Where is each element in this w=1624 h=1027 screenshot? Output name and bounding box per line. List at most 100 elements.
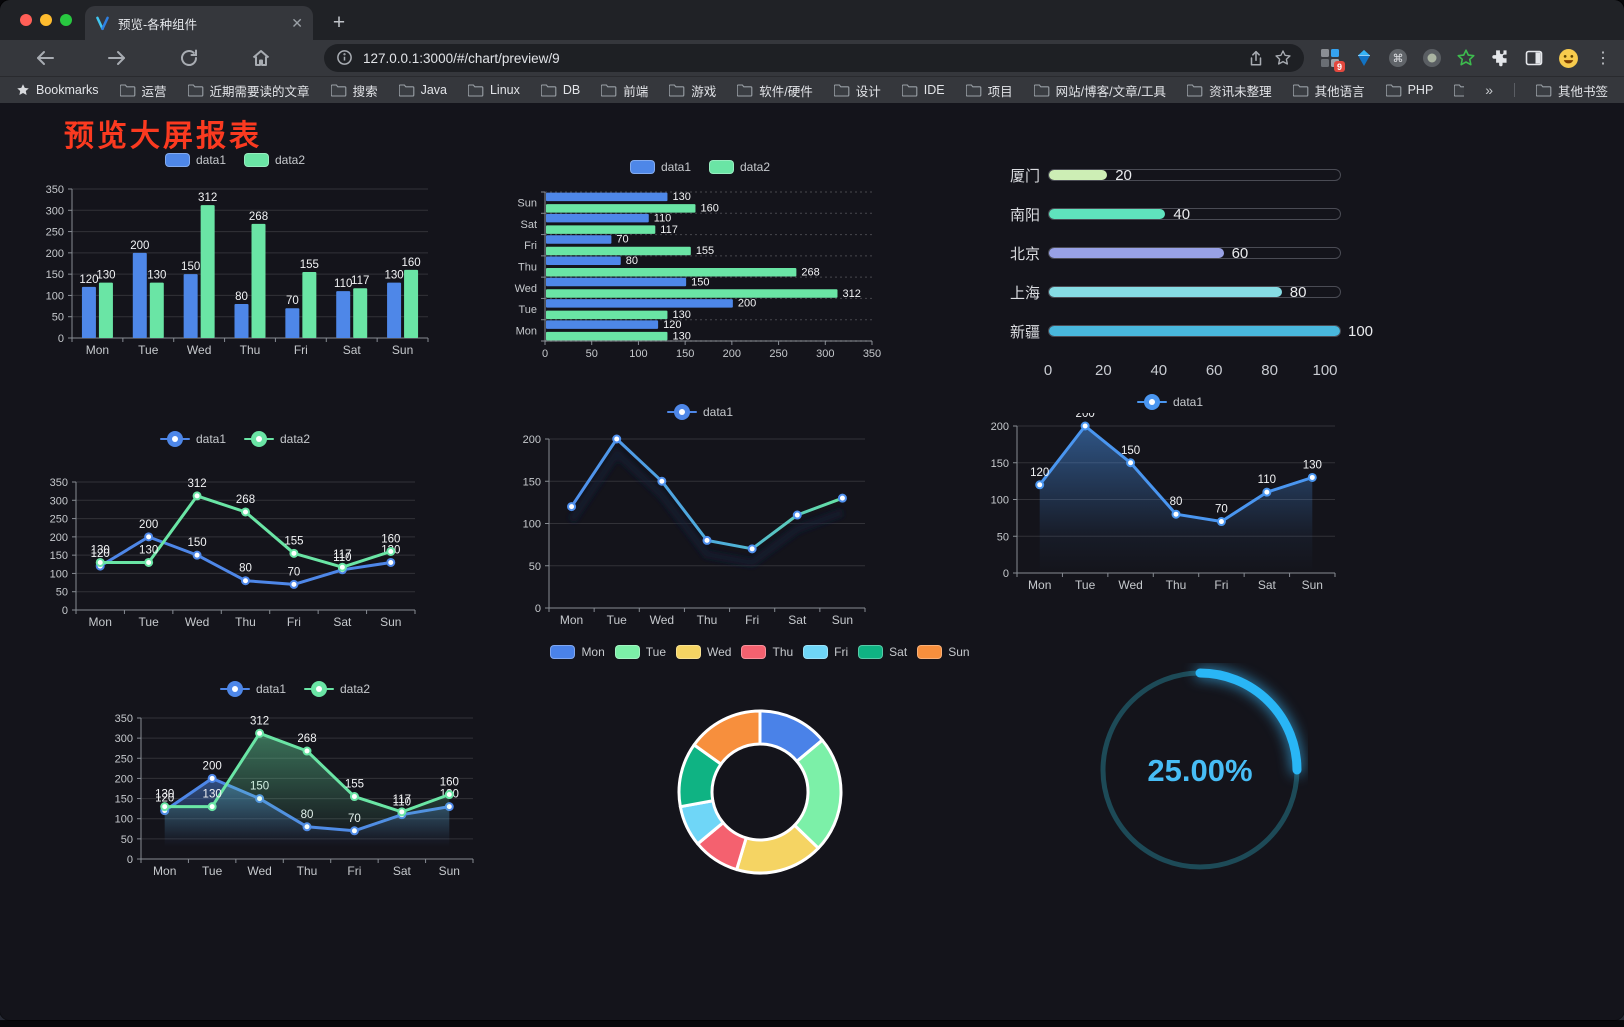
legend-item-data2[interactable]: data2 <box>244 153 305 167</box>
bookmarks-manager-item[interactable]: Bookmarks <box>16 83 99 97</box>
tampermonkey-extension-icon[interactable]: 9 <box>1320 48 1345 72</box>
legend-item-data1[interactable]: data1 <box>1136 394 1203 410</box>
bookmark-label: 前端 <box>623 84 649 99</box>
extensions-puzzle-icon[interactable] <box>1490 48 1510 68</box>
legend-item-Wed[interactable]: Wed <box>676 645 731 659</box>
bookmark-folder-item[interactable]: 网站/博客/文章/工具 <box>1033 81 1166 100</box>
bookmark-folder-item[interactable]: Linux <box>467 83 520 97</box>
legend-item-Mon[interactable]: Mon <box>550 645 605 659</box>
svg-text:110: 110 <box>334 278 352 290</box>
window-zoom-button[interactable] <box>60 14 72 26</box>
svg-text:160: 160 <box>440 777 459 789</box>
bar-grouped-canvas[interactable]: 0 50 100 150 200 250 300 350 Mon Tue Wed Thu Fri Sat S… <box>30 171 440 367</box>
progress-track[interactable]: 20 <box>1048 167 1341 184</box>
legend-item-Thu[interactable]: Thu <box>741 645 793 659</box>
chart-legend: Mon Tue Wed Thu Fri Sat Sun <box>550 641 970 663</box>
window-close-button[interactable] <box>20 14 32 26</box>
bookmark-folder-item[interactable]: 运营 <box>119 81 167 100</box>
bookmark-folder-item[interactable]: Java <box>398 83 447 97</box>
site-info-icon[interactable] <box>336 49 354 67</box>
gem-extension-icon[interactable] <box>1354 48 1374 68</box>
forward-icon[interactable] <box>106 47 128 69</box>
svg-text:100: 100 <box>629 348 647 360</box>
home-icon[interactable] <box>250 47 272 69</box>
browser-menu-icon[interactable]: ⋮ <box>1595 50 1611 67</box>
legend-item-Sat[interactable]: Sat <box>858 645 907 659</box>
bookmark-folder-item[interactable]: 设计 <box>833 81 881 100</box>
bookmarks-overflow-chevron[interactable]: » <box>1485 82 1493 98</box>
legend-marker-icon <box>1136 394 1167 410</box>
legend-item-data2[interactable]: data2 <box>709 160 770 174</box>
svg-text:250: 250 <box>46 227 64 239</box>
tab-close-icon[interactable]: ✕ <box>291 15 303 31</box>
bookmark-folder-item[interactable]: 软件/硬件 <box>737 81 813 100</box>
chart-line-gradient[interactable]: data1 0 50 100 150 200 Mon Tue Wed Thu Fri Sat Sun <box>505 401 895 628</box>
window-minimize-button[interactable] <box>40 14 52 26</box>
chart-donut[interactable]: Mon Tue Wed Thu Fri Sat Sun <box>550 641 970 887</box>
legend-label: data1 <box>255 682 286 696</box>
legend-item-data2[interactable]: data2 <box>244 431 310 447</box>
bookmark-folder-item[interactable]: 搜索 <box>330 81 378 100</box>
command-extension-icon[interactable]: ⌘ <box>1388 48 1408 68</box>
svg-text:Sun: Sun <box>392 343 413 357</box>
address-bar[interactable]: 127.0.0.1:3000/#/chart/preview/9 <box>324 44 1304 72</box>
chart-bar-grouped[interactable]: data1 data2 0 50 100 150 200 250 300 350 Mon Tue Wed… <box>30 149 440 367</box>
legend-item-Fri[interactable]: Fri <box>803 645 848 659</box>
legend-item-data1[interactable]: data1 <box>629 160 691 174</box>
donut-slice-Sun[interactable] <box>692 709 762 766</box>
legend-item-Sun[interactable]: Sun <box>917 645 970 659</box>
chart-line-area-two[interactable]: data1 data2 0 50 100 150 200 250 300 350 Mon Tue Wed… <box>95 678 495 892</box>
svg-text:Wed: Wed <box>247 864 271 878</box>
legend-item-Tue[interactable]: Tue <box>614 645 666 659</box>
bookmark-folder-item[interactable]: 其他语言 <box>1292 81 1365 100</box>
bar-horizontal-canvas[interactable]: 0 50 100 150 200 250 300 350 Sun Sat Fri Thu Wed Tue M… <box>505 178 895 376</box>
svg-text:Mon: Mon <box>86 343 109 357</box>
browser-tab[interactable]: 预览-各种组件 ✕ <box>85 6 313 40</box>
chart-line-two-series[interactable]: data1 data2 0 50 100 150 200 250 300 350 Mon Tue Wed… <box>30 428 440 642</box>
new-tab-button[interactable]: + <box>332 11 346 34</box>
bookmark-folder-item[interactable]: IDE <box>901 83 945 97</box>
gauge-canvas[interactable]: 25.00% <box>1093 663 1308 878</box>
chart-gauge[interactable]: 25.00% <box>1093 663 1308 878</box>
chart-bar-horizontal[interactable]: data1 data2 0 50 100 150 200 250 300 350 Sun Sat Fri… <box>505 156 895 376</box>
line-two-canvas[interactable]: 0 50 100 150 200 250 300 350 Mon Tue Wed Thu Fri Sat S… <box>30 450 440 642</box>
back-icon[interactable] <box>34 47 56 69</box>
profile-avatar-emoji-icon[interactable] <box>1558 48 1578 68</box>
chart-area-single[interactable]: data1 0 50 100 150 200 Mon Tue Wed Thu Fri Sat Sun 12… <box>975 391 1365 599</box>
side-panel-icon[interactable] <box>1524 48 1544 68</box>
svg-text:155: 155 <box>345 779 364 791</box>
legend-item-data2[interactable]: data2 <box>304 681 370 697</box>
svg-text:0: 0 <box>58 333 64 345</box>
bookmark-folder-item[interactable]: 资讯未整理 <box>1187 81 1272 100</box>
legend-item-data1[interactable]: data1 <box>164 153 226 167</box>
bookmark-folder-item[interactable]: 项目 <box>965 81 1013 100</box>
legend-item-data1[interactable]: data1 <box>666 404 733 420</box>
reload-icon[interactable] <box>178 47 200 69</box>
url-text[interactable]: 127.0.0.1:3000/#/chart/preview/9 <box>363 50 560 66</box>
line-gradient-canvas[interactable]: 0 50 100 150 200 Mon Tue Wed Thu Fri Sat Sun <box>505 423 895 628</box>
svg-text:Mon: Mon <box>516 325 537 337</box>
axis-tick-label: 60 <box>1205 362 1223 379</box>
green-star-extension-icon[interactable] <box>1456 48 1476 68</box>
line-area-two-canvas[interactable]: 0 50 100 150 200 250 300 350 Mon Tue Wed Thu Fri Sat S… <box>95 700 495 892</box>
area-single-canvas[interactable]: 0 50 100 150 200 Mon Tue Wed Thu Fri Sat Sun 120 200 1… <box>975 413 1365 599</box>
legend-item-data1[interactable]: data1 <box>219 681 286 697</box>
bookmark-folder-item[interactable]: 近期需要读的文章 <box>187 81 310 100</box>
legend-item-data1[interactable]: data1 <box>159 431 226 447</box>
bookmark-folder-item[interactable]: PHP <box>1385 83 1433 97</box>
recorder-extension-icon[interactable] <box>1422 48 1442 68</box>
progress-track[interactable]: 80 <box>1048 284 1341 301</box>
progress-x-axis: 0 20 40 60 80 100 <box>1000 362 1380 382</box>
progress-track[interactable]: 40 <box>1048 206 1341 223</box>
donut-canvas[interactable] <box>665 697 855 887</box>
progress-track[interactable]: 60 <box>1048 245 1341 262</box>
bookmark-folder-item[interactable]: 文件服务器 <box>1454 81 1465 100</box>
bookmark-folder-item[interactable]: DB <box>540 83 580 97</box>
other-bookmarks-folder[interactable]: 其他书签 <box>1535 81 1608 100</box>
chart-progress-bars[interactable]: 厦门 20 南阳 40 北京 60 上海 80 新疆 100 0 20 40 60 80 100 <box>1000 163 1380 382</box>
progress-track[interactable]: 100 <box>1048 323 1373 340</box>
share-icon[interactable] <box>1247 49 1265 67</box>
bookmark-star-icon[interactable] <box>1274 49 1292 67</box>
bookmark-folder-item[interactable]: 前端 <box>601 81 648 100</box>
bookmark-folder-item[interactable]: 游戏 <box>669 81 716 100</box>
